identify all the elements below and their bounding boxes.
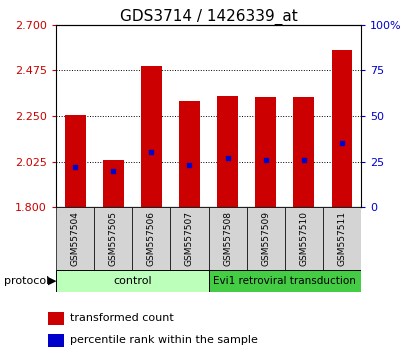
- Text: Evi1 retroviral transduction: Evi1 retroviral transduction: [213, 276, 356, 286]
- Text: GSM557504: GSM557504: [71, 211, 80, 267]
- Text: transformed count: transformed count: [70, 313, 173, 323]
- Bar: [56, 270, 209, 292]
- Text: GSM557505: GSM557505: [109, 211, 118, 267]
- Bar: [209, 207, 247, 271]
- Text: GSM557508: GSM557508: [223, 211, 232, 267]
- Bar: [179, 101, 200, 207]
- Bar: [48, 334, 64, 347]
- Bar: [141, 66, 162, 207]
- Text: control: control: [113, 276, 151, 286]
- Title: GDS3714 / 1426339_at: GDS3714 / 1426339_at: [120, 8, 298, 25]
- Text: protocol: protocol: [4, 276, 49, 286]
- Bar: [285, 207, 323, 271]
- Bar: [103, 160, 124, 207]
- Bar: [323, 207, 361, 271]
- Bar: [255, 97, 276, 207]
- Bar: [48, 312, 64, 325]
- Bar: [247, 207, 285, 271]
- Text: GSM557511: GSM557511: [337, 211, 347, 267]
- Text: GSM557510: GSM557510: [299, 211, 308, 267]
- Bar: [56, 207, 94, 271]
- Bar: [217, 96, 238, 207]
- Text: ▶: ▶: [48, 276, 56, 286]
- Text: GSM557506: GSM557506: [147, 211, 156, 267]
- Bar: [332, 50, 352, 207]
- Bar: [293, 97, 314, 207]
- Text: GSM557509: GSM557509: [261, 211, 270, 267]
- Text: GSM557507: GSM557507: [185, 211, 194, 267]
- Bar: [65, 115, 85, 207]
- Bar: [94, 207, 132, 271]
- Bar: [132, 207, 171, 271]
- Bar: [209, 270, 361, 292]
- Bar: [171, 207, 209, 271]
- Text: percentile rank within the sample: percentile rank within the sample: [70, 335, 258, 345]
